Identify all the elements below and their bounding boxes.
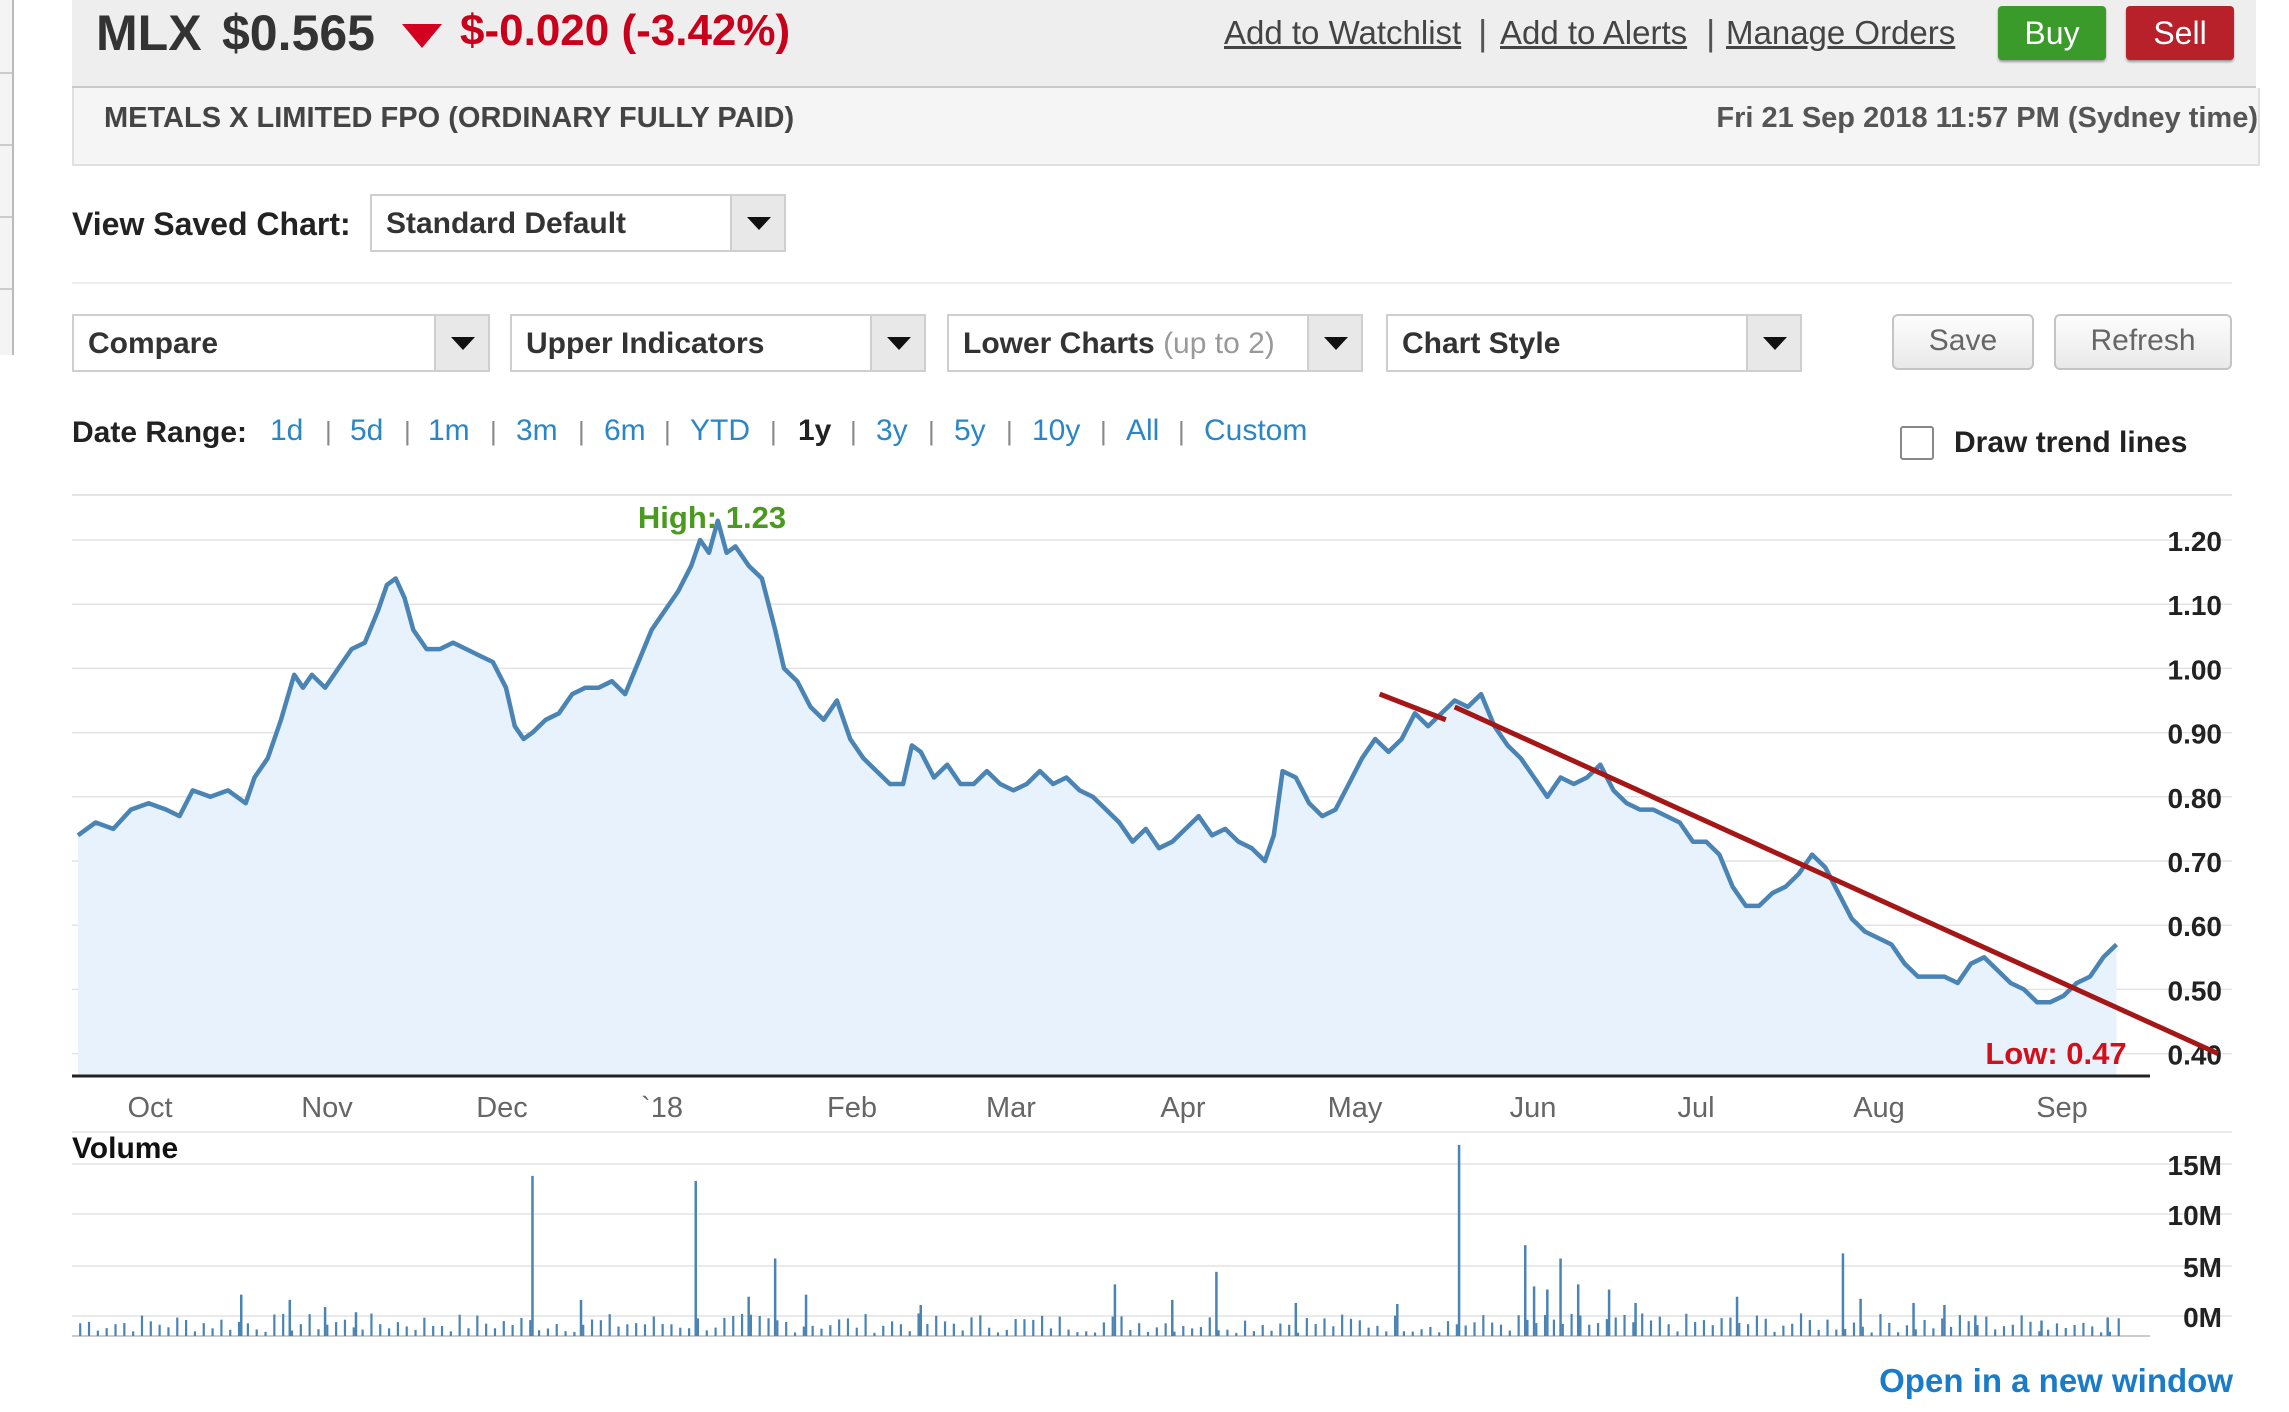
left-panel-edge — [0, 0, 14, 355]
volume-tick-label: 10M — [2168, 1200, 2222, 1231]
x-tick-label: Jun — [1510, 1092, 1557, 1124]
price-area-fill — [78, 520, 2117, 1076]
y-tick-label: 0.50 — [2168, 975, 2223, 1006]
date-range-1m[interactable]: 1m — [428, 414, 470, 447]
range-separator: | — [770, 416, 777, 446]
lower-charts-select[interactable]: Lower Charts (up to 2) — [947, 314, 1363, 372]
add-to-watchlist-link[interactable]: Add to Watchlist — [1224, 14, 1462, 51]
range-separator: | — [850, 416, 857, 446]
security-info-bar: METALS X LIMITED FPO (ORDINARY FULLY PAI… — [72, 88, 2260, 166]
range-separator: | — [1006, 416, 1013, 446]
range-separator: | — [664, 416, 671, 446]
date-range-3m[interactable]: 3m — [516, 414, 558, 447]
saved-chart-label: View Saved Chart: — [72, 206, 351, 242]
add-to-alerts-link[interactable]: Add to Alerts — [1500, 14, 1688, 51]
range-separator: | — [578, 416, 585, 446]
buy-button[interactable]: Buy — [1998, 6, 2106, 60]
range-separator: | — [490, 416, 497, 446]
x-tick-label: Mar — [986, 1092, 1036, 1124]
range-separator: | — [325, 416, 332, 446]
quote-timestamp: Fri 21 Sep 2018 11:57 PM (Sydney time) — [1716, 102, 2258, 134]
draw-trend-lines-label: Draw trend lines — [1954, 426, 2188, 459]
date-range-5d[interactable]: 5d — [350, 414, 384, 447]
chart-style-select[interactable]: Chart Style — [1386, 314, 1802, 372]
y-tick-label: 1.00 — [2168, 654, 2223, 685]
manage-orders-link[interactable]: Manage Orders — [1726, 14, 1956, 51]
y-tick-label: 0.90 — [2168, 719, 2223, 750]
last-price: $0.565 — [222, 5, 375, 61]
x-tick-label: Sep — [2036, 1092, 2088, 1124]
price-down-arrow-icon — [402, 24, 442, 48]
chevron-down-icon — [1307, 316, 1361, 370]
date-range-1y[interactable]: 1y — [798, 414, 832, 447]
price-line — [76, 518, 2119, 1005]
open-in-new-window-link[interactable]: Open in a new window — [1879, 1362, 2233, 1399]
y-tick-label: 1.20 — [2168, 526, 2223, 557]
y-tick-label: 0.70 — [2168, 847, 2223, 878]
chevron-down-icon — [1746, 316, 1800, 370]
x-tick-label: Nov — [301, 1092, 353, 1124]
price-change: $-0.020 (-3.42%) — [460, 6, 791, 55]
chevron-down-icon — [730, 196, 784, 250]
date-range-custom[interactable]: Custom — [1204, 414, 1308, 447]
link-separator: | — [1706, 12, 1716, 53]
range-separator: | — [1178, 416, 1185, 446]
y-tick-label: 0.80 — [2168, 783, 2223, 814]
quote-header: MLX $0.565 $-0.020 (-3.42%) Add to Watch… — [72, 0, 2256, 88]
x-tick-label: Jul — [1677, 1092, 1714, 1124]
lower-charts-hint: (up to 2) — [1163, 327, 1275, 360]
compare-select[interactable]: Compare — [72, 314, 490, 372]
date-range-3y[interactable]: 3y — [876, 414, 908, 447]
link-separator: | — [1478, 12, 1488, 53]
range-separator: | — [928, 416, 935, 446]
lower-charts-label: Lower Charts — [963, 327, 1155, 360]
refresh-button[interactable]: Refresh — [2054, 314, 2232, 370]
compare-label: Compare — [88, 327, 219, 360]
date-range-all[interactable]: All — [1126, 414, 1160, 447]
date-range-ytd[interactable]: YTD — [690, 414, 750, 447]
sell-button[interactable]: Sell — [2126, 6, 2234, 60]
x-tick-label: Oct — [127, 1092, 172, 1124]
y-tick-label: 0.60 — [2168, 911, 2223, 942]
saved-chart-select[interactable]: Standard Default — [370, 194, 786, 252]
x-tick-label: Dec — [476, 1092, 528, 1124]
date-range-label: Date Range: — [72, 416, 248, 449]
volume-tick-label: 0M — [2183, 1302, 2222, 1333]
date-range-6m[interactable]: 6m — [604, 414, 646, 447]
x-tick-label: Feb — [827, 1092, 877, 1124]
x-tick-label: Apr — [1160, 1092, 1205, 1124]
date-range-1d[interactable]: 1d — [270, 414, 304, 447]
low-label: Low: 0.47 — [1985, 1036, 2126, 1071]
ticker-symbol: MLX — [96, 5, 202, 61]
chevron-down-icon — [434, 316, 488, 370]
trend-line — [1378, 691, 1447, 723]
volume-tick-label: 15M — [2168, 1150, 2222, 1181]
date-range-10y[interactable]: 10y — [1032, 414, 1081, 447]
upper-indicators-label: Upper Indicators — [526, 327, 765, 360]
save-button[interactable]: Save — [1892, 314, 2034, 370]
range-separator: | — [1100, 416, 1107, 446]
chevron-down-icon — [870, 316, 924, 370]
range-separator: | — [404, 416, 411, 446]
draw-trend-lines-checkbox[interactable] — [1900, 426, 1934, 460]
y-tick-label: 1.10 — [2168, 590, 2223, 621]
date-range-5y[interactable]: 5y — [954, 414, 986, 447]
high-label: High: 1.23 — [638, 500, 786, 535]
x-tick-label: Aug — [1853, 1092, 1905, 1124]
company-name: METALS X LIMITED FPO (ORDINARY FULLY PAI… — [104, 102, 795, 134]
x-tick-label: May — [1328, 1092, 1383, 1124]
x-tick-label: `18 — [641, 1092, 683, 1124]
volume-tick-label: 5M — [2183, 1252, 2222, 1283]
divider — [72, 282, 2232, 284]
volume-label: Volume — [72, 1132, 178, 1165]
upper-indicators-select[interactable]: Upper Indicators — [510, 314, 926, 372]
chart-style-label: Chart Style — [1402, 327, 1561, 360]
saved-chart-value: Standard Default — [386, 207, 627, 240]
trend-line — [1453, 704, 2220, 1056]
